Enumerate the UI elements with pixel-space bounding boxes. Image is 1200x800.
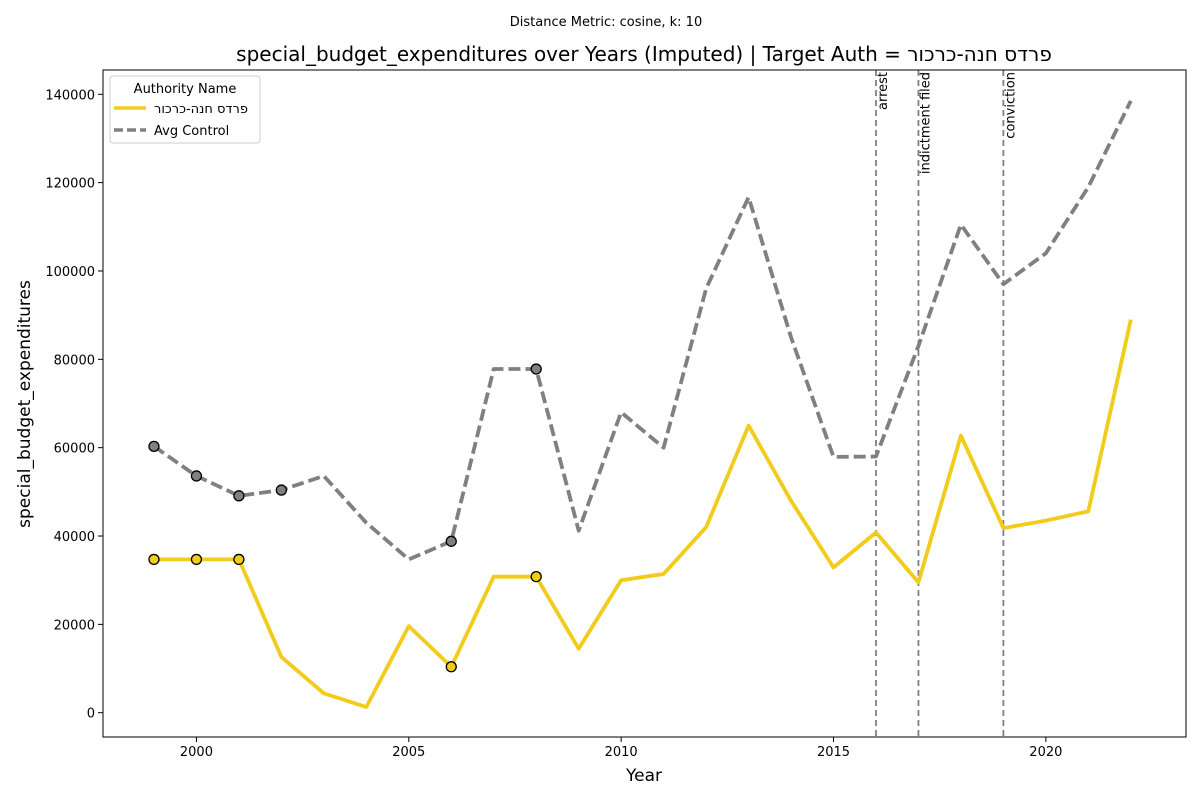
y-tick-label: 0 xyxy=(87,707,95,722)
x-tick-label: 2010 xyxy=(605,745,638,760)
x-axis-label: Year xyxy=(625,766,662,786)
imputed-point-control xyxy=(233,490,245,502)
legend-label-target: פרדס חנה-כרכור xyxy=(154,102,248,117)
x-tick-label: 2015 xyxy=(817,745,850,760)
event-label: indictment filed xyxy=(918,72,933,174)
legend: Authority Name פרדס חנה-כרכור Avg Contro… xyxy=(109,75,261,144)
chart-suptitle: Distance Metric: cosine, k: 10 xyxy=(510,15,702,30)
y-tick-label: 140000 xyxy=(45,88,95,103)
y-tick-label: 40000 xyxy=(54,530,95,545)
y-tick-label: 60000 xyxy=(54,442,95,457)
imputed-point-control xyxy=(530,363,542,375)
event-label: arrest xyxy=(876,72,891,110)
imputed-point-target xyxy=(233,553,245,566)
chart-title: special_budget_expenditures over Years (… xyxy=(236,42,1052,66)
imputed-point-target xyxy=(530,571,542,583)
plot-area: 2000 2005 2010 2015 2020 0 20000 40000 60000 8000… xyxy=(45,70,1133,760)
x-tick-label: 2000 xyxy=(180,745,213,760)
imputed-point-control xyxy=(190,470,203,482)
imputed-point-control xyxy=(445,535,457,547)
legend-title: Authority Name xyxy=(134,82,237,97)
series-line-control xyxy=(152,100,1133,562)
imputed-point-target xyxy=(445,661,457,673)
imputed-point-target xyxy=(190,553,203,566)
y-tick-label: 20000 xyxy=(54,618,95,633)
y-tick-label: 80000 xyxy=(54,353,95,368)
x-tick-label: 2005 xyxy=(392,745,425,760)
imputed-point-target xyxy=(148,553,160,566)
imputed-point-control xyxy=(275,484,288,496)
y-tick-label: 100000 xyxy=(45,265,95,280)
x-tick-label: 2020 xyxy=(1029,745,1062,760)
plot-frame xyxy=(102,69,1187,738)
imputed-point-control xyxy=(148,440,160,452)
y-tick-label: 120000 xyxy=(45,177,95,192)
series-line-target xyxy=(154,319,1133,709)
y-axis-label: special_budget_expenditures xyxy=(15,280,35,528)
legend-label-control: Avg Control xyxy=(154,124,229,139)
legend-box xyxy=(109,75,261,144)
event-label: conviction xyxy=(1003,72,1018,139)
